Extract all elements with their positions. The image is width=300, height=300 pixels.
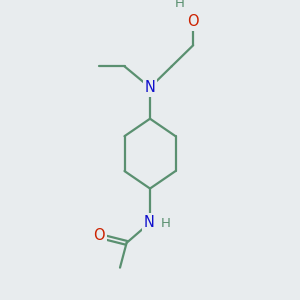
Text: O: O — [93, 228, 105, 243]
Text: H: H — [175, 0, 184, 11]
Text: N: N — [144, 215, 155, 230]
Text: O: O — [188, 14, 199, 29]
Text: N: N — [145, 80, 155, 95]
Text: H: H — [161, 218, 170, 230]
